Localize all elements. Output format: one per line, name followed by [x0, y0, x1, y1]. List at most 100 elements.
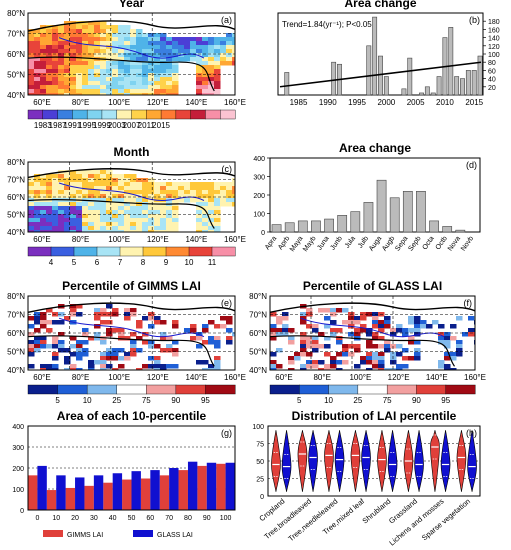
colorbar-label: 1991: [63, 121, 81, 130]
map-cell: [34, 214, 41, 219]
map-cell: [154, 214, 161, 219]
map-cell: [324, 324, 331, 329]
map-cell: [100, 222, 107, 227]
bar: [376, 179, 387, 233]
map-cell: [378, 360, 385, 365]
map-cell: [64, 174, 71, 179]
map-cell: [112, 198, 119, 203]
map-cell: [208, 89, 215, 94]
map-cell: [46, 85, 53, 90]
map-cell: [270, 368, 277, 370]
map-cell: [148, 41, 155, 46]
map-cell: [106, 352, 113, 357]
map-cell: [64, 230, 71, 232]
map-cell: [118, 41, 125, 46]
map-cell: [106, 222, 113, 227]
map-cell: [100, 340, 107, 345]
map-cell: [34, 328, 41, 333]
map-cell: [148, 356, 155, 361]
map-cell: [52, 53, 59, 58]
map-cell: [40, 29, 47, 34]
map-cell: [196, 85, 203, 90]
map-cell: [270, 332, 277, 337]
map-cell: [378, 336, 385, 341]
map-cell: [154, 65, 161, 70]
map-cell: [130, 174, 137, 179]
map-cell: [52, 356, 59, 361]
map-cell: [408, 316, 415, 321]
map-cell: [46, 218, 53, 223]
map-frame: [27, 295, 236, 371]
map-cell: [106, 178, 113, 183]
map-cell: [154, 206, 161, 211]
map-cell: [112, 352, 119, 357]
map-cell: [232, 45, 235, 50]
bar-0: [178, 470, 188, 510]
map-cell: [154, 194, 161, 199]
map-cell: [70, 89, 77, 94]
map-cell: [154, 356, 161, 361]
map-cell: [70, 93, 77, 95]
map-cell: [88, 49, 95, 54]
colorbar-label: 2003: [108, 121, 126, 130]
map-cell: [46, 69, 53, 74]
map-cell: [202, 186, 209, 191]
map-cell: [130, 65, 137, 70]
map-cell: [154, 344, 161, 349]
legend-swatch: [43, 530, 63, 537]
trend-line: [279, 61, 482, 88]
map-cell: [64, 182, 71, 187]
map-cell: [324, 336, 331, 341]
colorbar-swatch: [72, 109, 88, 120]
map-cell: [76, 37, 83, 42]
map-cell: [154, 69, 161, 74]
map-cell: [58, 202, 65, 207]
map-cell: [360, 316, 367, 321]
map-cell: [232, 41, 235, 46]
map-cell: [52, 57, 59, 62]
map-cell: [438, 340, 445, 345]
map-cell: [190, 49, 197, 54]
map-cell: [456, 348, 463, 353]
map-cell: [294, 356, 301, 361]
map-cell: [444, 336, 451, 341]
colorbar-label: 8: [141, 258, 146, 267]
map-cell: [82, 57, 89, 62]
map-cell: [118, 348, 125, 353]
lat-tick-label: 70°N: [7, 311, 25, 320]
map-cell: [52, 320, 59, 325]
map-cell: [142, 218, 149, 223]
map-cell: [94, 226, 101, 231]
map-cell: [220, 324, 227, 329]
map-cell: [130, 218, 137, 223]
map-cell: [214, 340, 221, 345]
bar-1: [187, 461, 198, 510]
map-cell: [46, 93, 53, 95]
map-cell: [70, 57, 77, 62]
map-cell: [378, 352, 385, 357]
map-cell: [112, 57, 119, 62]
map-cell: [214, 230, 221, 232]
map-cell: [196, 336, 203, 341]
map-cell: [34, 344, 41, 349]
map-cell: [64, 73, 71, 78]
colorbar-label: 10: [83, 396, 92, 405]
map-cell: [46, 230, 53, 232]
map-cell: [172, 186, 179, 191]
map-cell: [196, 73, 203, 78]
colorbar-swatch: [160, 109, 177, 120]
map-cell: [276, 364, 283, 369]
map-cell: [208, 210, 215, 215]
map-cell: [64, 368, 71, 370]
map-cell: [214, 81, 221, 86]
lon-tick-label: 160°E: [224, 98, 246, 107]
map-cell: [166, 348, 173, 353]
map-cell: [190, 53, 197, 58]
map-cell: [106, 25, 113, 30]
x-tick-label: 1985: [290, 98, 308, 107]
map-cell: [232, 37, 235, 42]
map-cell: [70, 29, 77, 34]
map-cell: [40, 218, 47, 223]
map-cell: [70, 222, 77, 227]
